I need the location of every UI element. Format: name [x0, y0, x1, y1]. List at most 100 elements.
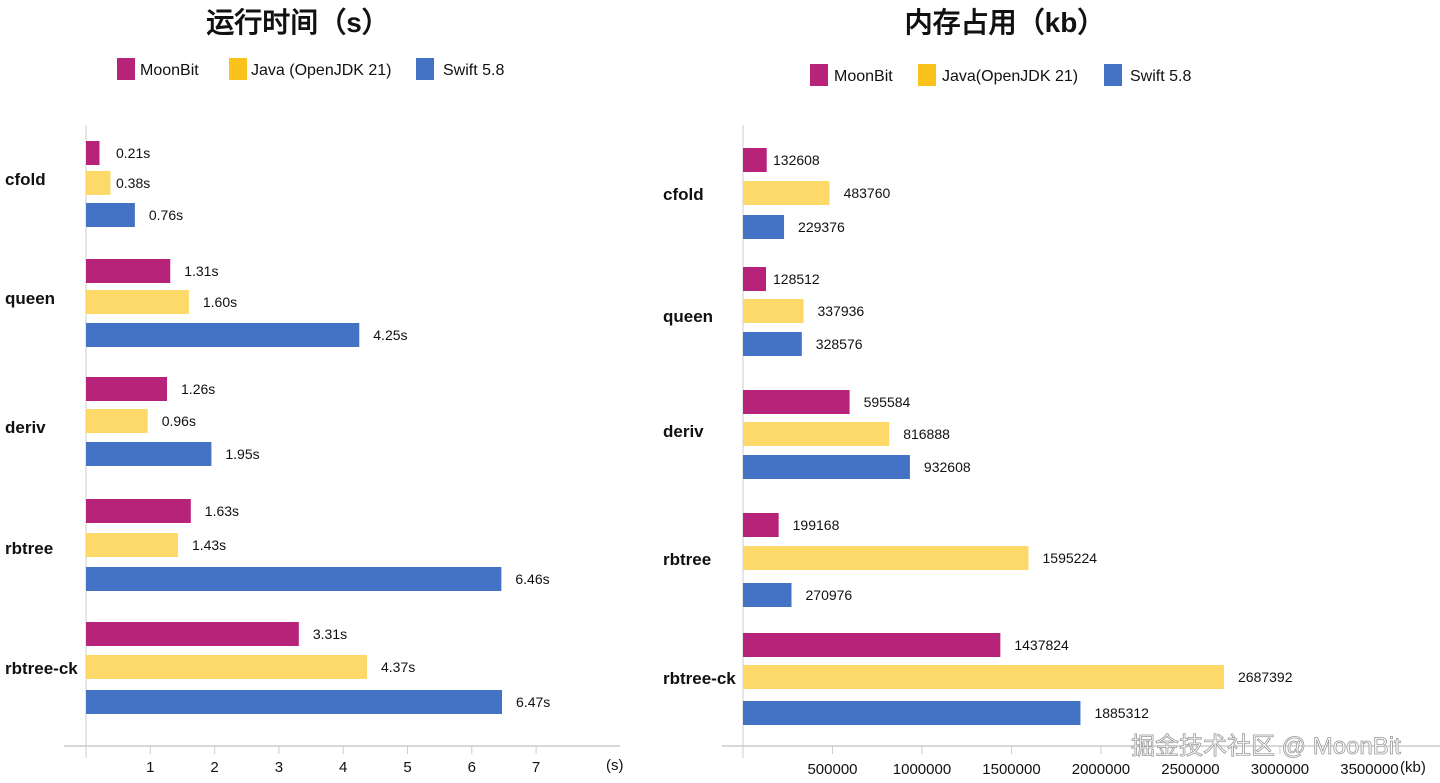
legend-label: MoonBit: [140, 62, 199, 79]
bar-java: [743, 546, 1029, 570]
x-tick-label: 500000: [807, 761, 857, 778]
x-tick-label: 7: [532, 759, 540, 776]
bar-moonbit: [743, 513, 779, 537]
x-tick-label: 4: [339, 759, 347, 776]
bar-moonbit: [86, 141, 100, 165]
x-tick-label: 2000000: [1072, 761, 1130, 778]
bar-value-label: 1.63s: [205, 503, 239, 519]
bar-value-label: 270976: [806, 587, 853, 603]
bar-java: [743, 422, 890, 446]
category-label: queen: [5, 289, 55, 308]
bar-value-label: 4.37s: [381, 659, 415, 675]
bar-value-label: 1595224: [1043, 550, 1098, 566]
bar-value-label: 6.46s: [515, 571, 549, 587]
bar-value-label: 0.21s: [116, 145, 150, 161]
bar-swift: [86, 203, 135, 227]
bar-swift: [743, 701, 1081, 725]
category-label: rbtree-ck: [5, 659, 78, 678]
watermark: 掘金技术社区 @ MoonBit: [1131, 733, 1401, 760]
bar-swift: [86, 690, 503, 714]
bar-value-label: 483760: [844, 185, 891, 201]
bar-value-label: 229376: [798, 219, 845, 235]
bar-value-label: 199168: [793, 517, 840, 533]
bar-value-label: 1.26s: [181, 381, 215, 397]
bar-swift: [743, 332, 802, 356]
bar-swift: [743, 455, 910, 479]
category-label: cfold: [663, 185, 704, 204]
x-tick-label: 1500000: [982, 761, 1040, 778]
bar-moonbit: [86, 259, 171, 283]
bar-java: [86, 533, 178, 557]
bar-java: [86, 171, 111, 195]
legend-label: Java(OpenJDK 21): [942, 68, 1078, 85]
bar-value-label: 337936: [817, 303, 864, 319]
bar-moonbit: [743, 148, 767, 172]
bar-value-label: 0.96s: [162, 413, 196, 429]
bar-moonbit: [86, 622, 299, 646]
legend-label: MoonBit: [834, 68, 893, 85]
legend-swatch: [1104, 64, 1122, 86]
bar-value-label: 932608: [924, 459, 971, 475]
x-tick-label: 3000000: [1251, 761, 1309, 778]
bar-value-label: 1437824: [1014, 637, 1069, 653]
category-label: queen: [663, 307, 713, 326]
bar-swift: [86, 442, 212, 466]
bar-swift: [743, 583, 792, 607]
legend-label: Swift 5.8: [443, 62, 504, 79]
x-tick-label: 1: [146, 759, 154, 776]
chart-title: 内存占用（kb）: [905, 6, 1106, 38]
bar-swift: [86, 567, 502, 591]
bar-java: [86, 290, 189, 314]
bar-swift: [86, 323, 360, 347]
bar-value-label: 128512: [773, 271, 820, 287]
bar-value-label: 595584: [864, 394, 911, 410]
category-label: deriv: [663, 422, 704, 441]
x-tick-label: 3: [275, 759, 283, 776]
bar-swift: [743, 215, 785, 239]
x-tick-label: 3500000: [1340, 761, 1398, 778]
bar-java: [743, 181, 830, 205]
bar-java: [86, 655, 367, 679]
legend-swatch: [810, 64, 828, 86]
bar-moonbit: [86, 377, 168, 401]
bar-value-label: 1885312: [1094, 705, 1149, 721]
x-tick-label: 5: [403, 759, 411, 776]
x-tick-label: 1000000: [893, 761, 951, 778]
bar-value-label: 1.95s: [225, 446, 259, 462]
bar-value-label: 1.43s: [192, 537, 226, 553]
legend-label: Swift 5.8: [1130, 68, 1191, 85]
bar-value-label: 816888: [903, 426, 950, 442]
x-tick-label: 6: [468, 759, 476, 776]
x-tick-label: 2500000: [1161, 761, 1219, 778]
bar-value-label: 3.31s: [313, 626, 347, 642]
bar-value-label: 4.25s: [373, 327, 407, 343]
bar-java: [86, 409, 148, 433]
bar-value-label: 1.60s: [203, 294, 237, 310]
x-axis-unit: (kb): [1400, 759, 1426, 776]
bar-moonbit: [743, 390, 850, 414]
bar-moonbit: [743, 633, 1001, 657]
bar-moonbit: [743, 267, 767, 291]
bar-value-label: 0.76s: [149, 207, 183, 223]
legend-swatch: [416, 58, 434, 80]
bar-value-label: 1.31s: [184, 263, 218, 279]
legend-swatch: [117, 58, 135, 80]
category-label: rbtree: [663, 550, 711, 569]
chart-title: 运行时间（s）: [206, 6, 390, 38]
bar-moonbit: [86, 499, 191, 523]
bar-java: [743, 665, 1224, 689]
legend-swatch: [229, 58, 247, 80]
x-tick-label: 2: [210, 759, 218, 776]
bar-value-label: 2687392: [1238, 669, 1293, 685]
bar-value-label: 328576: [816, 336, 863, 352]
bar-value-label: 6.47s: [516, 694, 550, 710]
legend-label: Java (OpenJDK 21): [251, 62, 392, 79]
x-axis-unit: (s): [606, 757, 624, 774]
category-label: rbtree-ck: [663, 669, 736, 688]
category-label: rbtree: [5, 539, 53, 558]
bar-value-label: 0.38s: [116, 175, 150, 191]
bar-value-label: 132608: [773, 152, 820, 168]
category-label: deriv: [5, 418, 46, 437]
legend-swatch: [918, 64, 936, 86]
